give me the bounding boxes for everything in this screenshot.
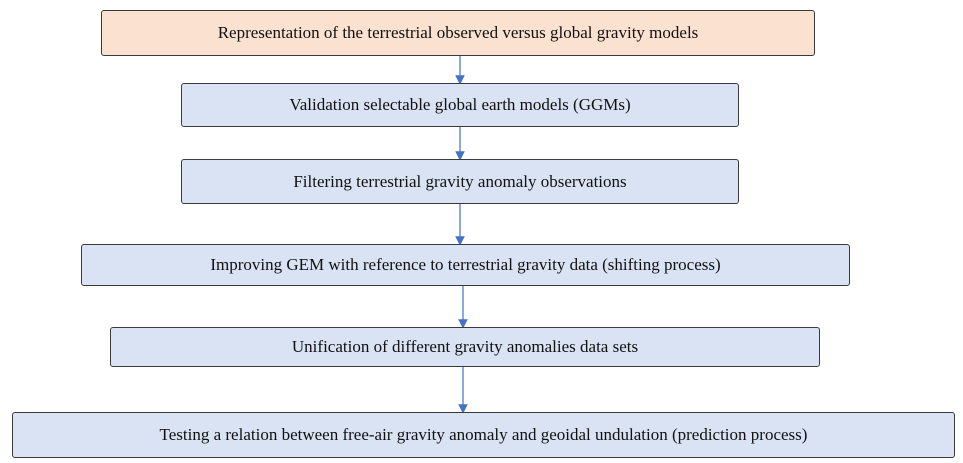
step-box: Representation of the terrestrial observ… bbox=[101, 10, 815, 56]
step-box: Filtering terrestrial gravity anomaly ob… bbox=[181, 159, 739, 204]
step-box: Improving GEM with reference to terrestr… bbox=[81, 244, 850, 286]
step-box: Testing a relation between free-air grav… bbox=[12, 412, 955, 458]
step-box: Unification of different gravity anomali… bbox=[110, 327, 820, 367]
step-box: Validation selectable global earth model… bbox=[181, 83, 739, 127]
